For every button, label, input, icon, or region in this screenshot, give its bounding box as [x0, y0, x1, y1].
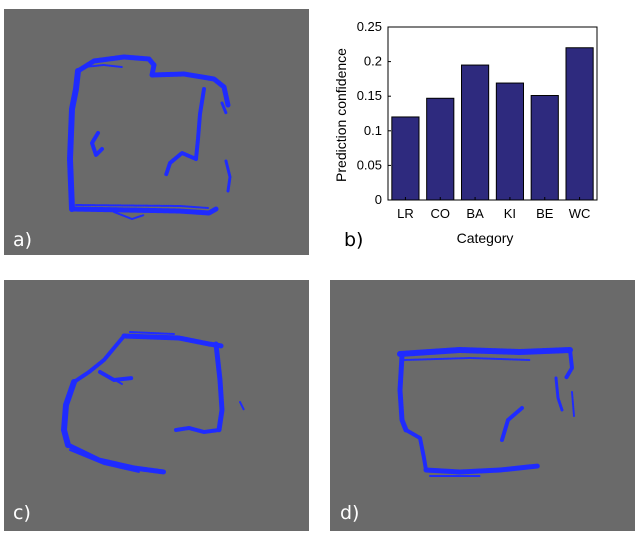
y-tick-label: 0.05: [357, 157, 382, 172]
x-tick-label: LR: [397, 206, 414, 221]
x-tick-label: WC: [569, 206, 591, 221]
point-cloud-d: [397, 347, 575, 477]
bar-co: [426, 97, 455, 201]
x-tick-label: CO: [431, 206, 451, 221]
panel-d-map: d): [330, 280, 635, 531]
x-tick-label: BA: [466, 206, 484, 221]
y-tick-label: 0: [375, 192, 382, 207]
bar-wc: [565, 47, 594, 201]
bar-lr: [391, 116, 420, 201]
bar-ba: [460, 64, 490, 201]
panel-b-chart: 0 0.05 0.1 0.15 0.2 0.25 LR CO BA KI BE WC Predict…: [320, 9, 635, 255]
panel-label-a: a): [13, 229, 33, 251]
y-tick-label: 0.1: [364, 123, 382, 138]
y-tick-label: 0.15: [357, 88, 382, 103]
bar-ki: [495, 82, 525, 201]
y-tick-label: 0.25: [357, 19, 382, 34]
panel-c-map: c): [4, 280, 309, 531]
x-tick-label: KI: [504, 206, 516, 221]
point-cloud-c: [61, 331, 245, 475]
bar-be: [530, 95, 559, 201]
plot-frame: [387, 26, 598, 201]
y-tick-label: 0.2: [364, 54, 382, 69]
x-tick-label: BE: [536, 206, 554, 221]
bar-chart: 0 0.05 0.1 0.15 0.2 0.25 LR CO BA KI BE WC Predict…: [333, 19, 598, 246]
panel-a-map: a): [4, 9, 309, 255]
y-axis-title: Prediction confidence: [333, 48, 349, 182]
point-cloud-a: [67, 54, 232, 220]
x-axis-title: Category: [457, 230, 514, 246]
panel-label-b: b): [344, 229, 364, 251]
panel-label-d: d): [340, 502, 360, 524]
panel-label-c: c): [13, 502, 31, 524]
